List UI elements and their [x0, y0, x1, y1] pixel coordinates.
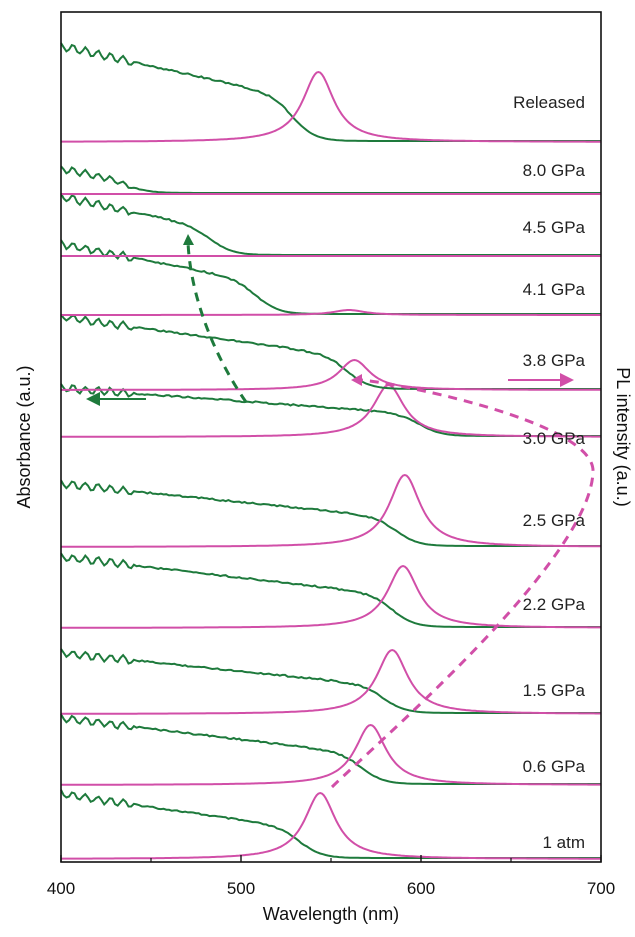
x-axis-label: Wavelength (nm) — [263, 904, 399, 924]
spectra-traces — [60, 42, 601, 860]
y-axis-label-left: Absorbance (a.u.) — [14, 365, 34, 508]
pl-trace-5 — [61, 473, 601, 548]
pressure-label-2: 0.6 GPa — [523, 757, 586, 776]
pressure-label-3: 1.5 GPa — [523, 681, 586, 700]
pressure-labels: 1 atm 0.6 GPa 1.5 GPa 2.2 GPa 2.5 GPa 3.0 GPa… — [513, 93, 585, 852]
pl-trace-3 — [61, 648, 601, 715]
pl-trace-8 — [61, 309, 601, 316]
pl-axis-arrowhead — [560, 373, 574, 387]
pressure-label-9: 4.5 GPa — [523, 218, 586, 237]
absorbance-trace-10 — [60, 165, 601, 194]
pl-trace-4 — [61, 564, 601, 629]
absorbance-shift-arrow — [186, 241, 248, 403]
pressure-label-8: 4.1 GPa — [523, 280, 586, 299]
x-tick-label-400: 400 — [47, 879, 75, 898]
absorbance-trace-6 — [60, 383, 601, 437]
pressure-label-4: 2.2 GPa — [523, 595, 586, 614]
absorbance-axis-arrowhead — [86, 392, 100, 406]
pl-trace-2 — [61, 723, 601, 786]
pl-trace-1 — [60, 791, 601, 860]
x-tick-label-500: 500 — [227, 879, 255, 898]
x-tick-label-700: 700 — [587, 879, 615, 898]
x-axis: 400 500 600 700 — [47, 855, 615, 898]
pressure-label-1: 1 atm — [542, 833, 585, 852]
axis-arrows — [86, 373, 574, 406]
pl-trace-6 — [61, 383, 601, 438]
absorbance-trace-5 — [60, 479, 601, 547]
pressure-label-6: 3.0 GPa — [523, 429, 586, 448]
pressure-label-11: Released — [513, 93, 585, 112]
absorbance-trace-4 — [60, 552, 601, 628]
pl-shift-arrow — [330, 378, 595, 789]
absorbance-trace-1 — [60, 789, 601, 859]
y-axis-label-right: PL intensity (a.u.) — [613, 367, 633, 506]
absorbance-trace-9 — [60, 192, 601, 256]
pressure-label-7: 3.8 GPa — [523, 351, 586, 370]
x-tick-label-600: 600 — [407, 879, 435, 898]
pressure-label-5: 2.5 GPa — [523, 511, 586, 530]
pl-trace-7 — [61, 358, 601, 391]
guide-arrows — [183, 234, 595, 789]
absorbance-shift-arrowhead — [183, 234, 194, 245]
pressure-label-10: 8.0 GPa — [523, 161, 586, 180]
pl-trace-11 — [61, 70, 601, 143]
absorbance-trace-3 — [60, 648, 601, 714]
pl-shift-arrowhead — [351, 374, 362, 386]
absorbance-trace-8 — [60, 239, 601, 315]
